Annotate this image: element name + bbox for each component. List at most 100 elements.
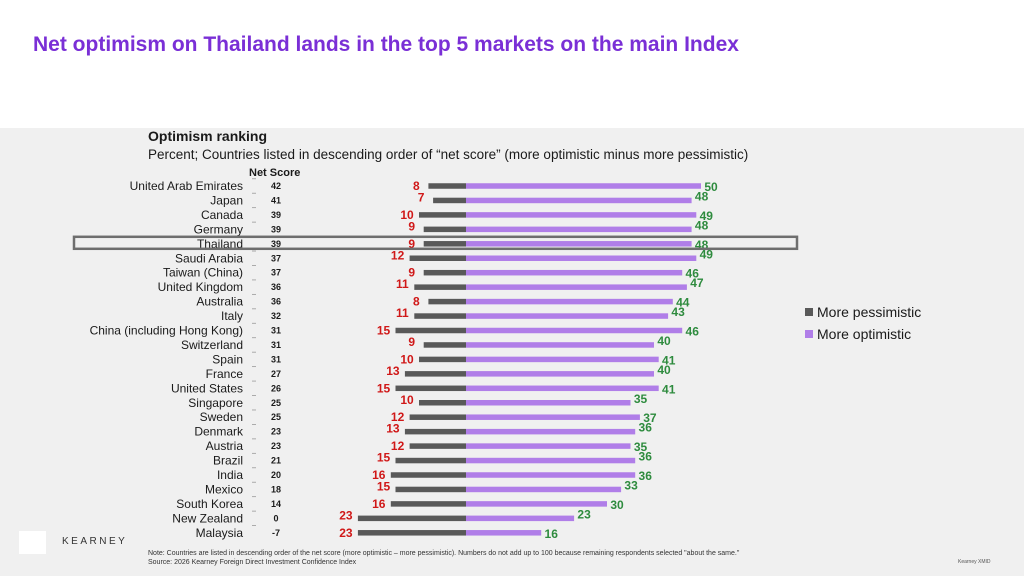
note-text: Note: Countries are listed in descending… bbox=[148, 550, 740, 557]
country-label: New Zealand bbox=[172, 511, 243, 525]
net-score-value: 0 bbox=[273, 513, 278, 523]
bar-more-pessimistic bbox=[428, 298, 466, 305]
pessimistic-data-label: 8 bbox=[413, 295, 420, 309]
legend-label: More optimistic bbox=[817, 326, 911, 342]
country-label: Italy bbox=[221, 309, 243, 323]
pessimistic-data-label: 16 bbox=[372, 468, 386, 482]
optimistic-data-label: 36 bbox=[639, 450, 653, 464]
bar-more-optimistic bbox=[466, 414, 640, 420]
pessimistic-data-label: 12 bbox=[391, 248, 405, 262]
net-score-value: 18 bbox=[271, 484, 281, 494]
country-label: Saudi Arabia bbox=[175, 251, 243, 265]
country-label: France bbox=[206, 367, 244, 381]
bar-more-optimistic bbox=[466, 472, 636, 478]
bar-more-pessimistic bbox=[395, 385, 466, 392]
bar-more-optimistic bbox=[466, 400, 631, 406]
net-score-value: 26 bbox=[271, 383, 281, 393]
optimistic-data-label: 46 bbox=[686, 267, 700, 281]
optimistic-data-label: 35 bbox=[634, 392, 648, 406]
optimistic-data-label: 47 bbox=[690, 276, 704, 290]
highlight-box-thailand bbox=[72, 235, 799, 251]
net-score-value: 31 bbox=[271, 354, 281, 364]
net-score-value: 39 bbox=[271, 210, 281, 220]
pessimistic-data-label: 16 bbox=[372, 497, 386, 511]
bar-more-pessimistic bbox=[414, 284, 466, 290]
country-label: Sweden bbox=[200, 410, 243, 424]
source-text: Source: 2026 Kearney Foreign Direct Inve… bbox=[148, 559, 357, 566]
bar-more-pessimistic bbox=[428, 183, 466, 189]
bar-more-optimistic bbox=[466, 443, 631, 449]
pessimistic-data-label: 15 bbox=[377, 451, 391, 465]
bar-more-pessimistic bbox=[423, 342, 466, 348]
bar-more-pessimistic bbox=[390, 472, 466, 478]
country-label: Japan bbox=[210, 193, 243, 207]
pessimistic-data-label: 13 bbox=[386, 364, 400, 378]
bar-more-optimistic bbox=[466, 428, 636, 435]
pessimistic-data-label: 9 bbox=[408, 335, 415, 349]
bar-more-pessimistic bbox=[423, 241, 466, 247]
net-score-value: 23 bbox=[271, 427, 281, 437]
bar-more-optimistic bbox=[466, 486, 622, 493]
net-score-header: Net Score bbox=[249, 167, 300, 179]
kearney-logo: KEARNEY bbox=[62, 536, 128, 547]
optimistic-data-label: 33 bbox=[624, 478, 638, 492]
pessimistic-data-label: 11 bbox=[396, 306, 409, 320]
bar-more-optimistic bbox=[466, 313, 669, 319]
optimistic-data-label: 46 bbox=[686, 325, 700, 339]
bar-more-pessimistic bbox=[395, 486, 466, 493]
net-score-value: 25 bbox=[271, 398, 281, 408]
bar-more-optimistic bbox=[466, 385, 659, 392]
country-label: Mexico bbox=[205, 482, 243, 496]
net-score-value: 37 bbox=[271, 253, 281, 263]
bar-more-optimistic bbox=[466, 241, 692, 247]
country-label: Denmark bbox=[194, 425, 244, 439]
net-score-value: 20 bbox=[271, 470, 281, 480]
optimistic-data-label: 37 bbox=[643, 411, 657, 425]
bar-more-pessimistic bbox=[414, 313, 466, 319]
pessimistic-data-label: 23 bbox=[339, 526, 353, 540]
pessimistic-data-label: 9 bbox=[408, 219, 415, 233]
bar-more-optimistic bbox=[466, 255, 697, 261]
bar-more-pessimistic bbox=[404, 371, 466, 377]
country-label: Singapore bbox=[188, 396, 243, 410]
optimistic-data-label: 35 bbox=[634, 440, 648, 454]
net-score-value: 25 bbox=[271, 412, 281, 422]
corner-id: Kearney XMID bbox=[958, 559, 991, 565]
net-score-value: 31 bbox=[271, 340, 281, 350]
country-label: Canada bbox=[201, 208, 243, 222]
bar-more-optimistic bbox=[466, 501, 607, 507]
country-label: Australia bbox=[196, 295, 243, 309]
optimistic-data-label: 30 bbox=[610, 498, 624, 512]
pessimistic-data-label: 10 bbox=[400, 393, 414, 407]
legend-swatch bbox=[805, 308, 813, 316]
country-label: Switzerland bbox=[181, 338, 243, 352]
pessimistic-data-label: 12 bbox=[391, 410, 405, 424]
bar-more-optimistic bbox=[466, 298, 673, 305]
country-label: China (including Hong Kong) bbox=[90, 324, 243, 338]
chart-title: Optimism ranking bbox=[148, 128, 268, 144]
bar-more-pessimistic bbox=[423, 269, 466, 276]
pessimistic-data-label: 23 bbox=[339, 508, 353, 522]
bar-more-optimistic bbox=[466, 183, 701, 189]
optimistic-data-label: 40 bbox=[657, 334, 671, 348]
bar-more-optimistic bbox=[466, 212, 697, 218]
bar-more-optimistic bbox=[466, 342, 654, 348]
pessimistic-data-label: 7 bbox=[418, 190, 425, 204]
country-label: United States bbox=[171, 381, 243, 395]
net-score-value: 31 bbox=[271, 326, 281, 336]
pessimistic-data-label: 10 bbox=[400, 208, 414, 222]
bar-more-pessimistic bbox=[357, 530, 466, 536]
bar-more-optimistic bbox=[466, 530, 542, 536]
optimistic-data-label: 44 bbox=[676, 296, 690, 310]
bar-more-optimistic bbox=[466, 226, 692, 233]
pessimistic-data-label: 15 bbox=[377, 479, 391, 493]
pessimistic-data-label: 13 bbox=[386, 422, 400, 436]
bar-more-pessimistic bbox=[395, 327, 466, 334]
country-label: Brazil bbox=[213, 454, 243, 468]
net-score-value: 21 bbox=[271, 456, 281, 466]
net-score-value: 36 bbox=[271, 297, 281, 307]
pessimistic-data-label: 9 bbox=[408, 266, 415, 280]
country-label: India bbox=[217, 468, 243, 482]
net-score-value: 41 bbox=[271, 195, 281, 205]
